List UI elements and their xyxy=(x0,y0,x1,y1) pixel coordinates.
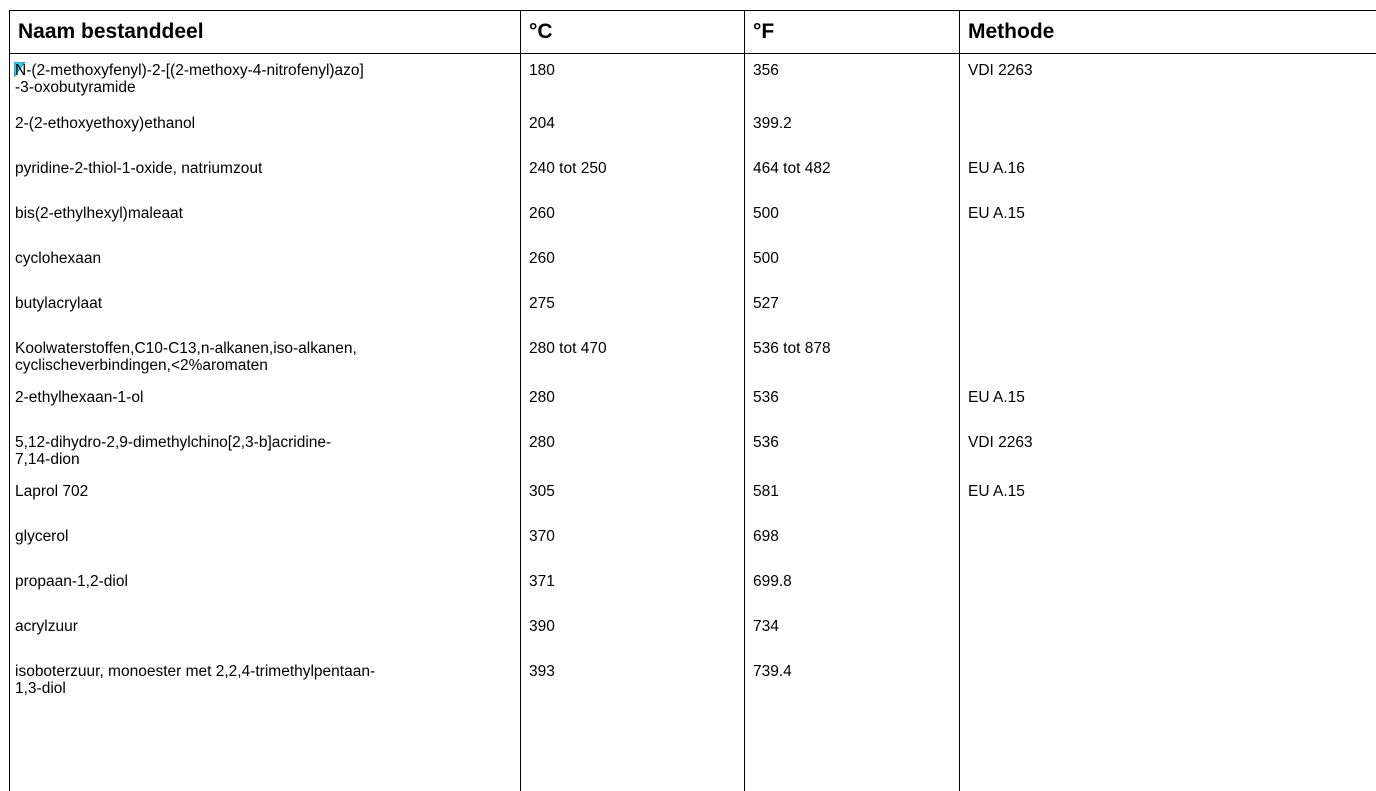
celsius-cell: 393 xyxy=(520,653,745,703)
fahrenheit-cell: 356 xyxy=(744,53,960,106)
table-row: Koolwaterstoffen,C10-C13,n-alkanen,iso-a… xyxy=(9,330,1376,380)
method-cell xyxy=(959,285,1376,331)
ingredient-name-text-line2: -3-oxobutyramide xyxy=(15,79,136,96)
ingredient-name-cell: propaan-1,2-diol xyxy=(9,563,521,609)
table-row: propaan-1,2-diol 371 699.8 xyxy=(9,563,1376,609)
table-row: acrylzuur 390 734 xyxy=(9,608,1376,654)
table-row: glycerol 370 698 xyxy=(9,518,1376,564)
fahrenheit-cell: 536 tot 878 xyxy=(744,330,960,380)
header-fahrenheit: °F xyxy=(744,10,960,54)
fahrenheit-cell: 581 xyxy=(744,473,960,519)
annotation-marker-icon[interactable]: N xyxy=(14,62,27,79)
celsius-cell: 260 xyxy=(520,240,745,286)
table-row: Laprol 702 305 581 EU A.15 xyxy=(9,473,1376,519)
document-page: Naam bestanddeel °C °F Methode N-(2-meth… xyxy=(9,10,1376,791)
fahrenheit-cell: 739.4 xyxy=(744,653,960,703)
header-method: Methode xyxy=(959,10,1376,54)
ingredient-name-cell: cyclohexaan xyxy=(9,240,521,286)
table-row: butylacrylaat 275 527 xyxy=(9,285,1376,331)
method-cell: EU A.15 xyxy=(959,473,1376,519)
method-cell: EU A.15 xyxy=(959,379,1376,425)
ingredient-name-cell: isoboterzuur, monoester met 2,2,4-trimet… xyxy=(9,653,521,703)
fahrenheit-cell: 536 xyxy=(744,424,960,474)
celsius-cell: 180 xyxy=(520,53,745,106)
method-cell: VDI 2263 xyxy=(959,53,1376,106)
celsius-cell: 275 xyxy=(520,285,745,331)
ingredient-name-cell: butylacrylaat xyxy=(9,285,521,331)
celsius-cell: 204 xyxy=(520,105,745,151)
method-cell: EU A.16 xyxy=(959,150,1376,196)
ingredient-name-text: 5,12-dihydro-2,9-dimethylchino[2,3-b]acr… xyxy=(15,433,332,451)
table-row: isoboterzuur, monoester met 2,2,4-trimet… xyxy=(9,653,1376,703)
fahrenheit-cell: 698 xyxy=(744,518,960,564)
table-row: 5,12-dihydro-2,9-dimethylchino[2,3-b]acr… xyxy=(9,424,1376,474)
ingredient-name-cell: Laprol 702 xyxy=(9,473,521,519)
ingredient-name-text-line2: 1,3-diol xyxy=(15,679,66,697)
fahrenheit-cell: 500 xyxy=(744,240,960,286)
table-row: pyridine-2-thiol-1-oxide, natriumzout 24… xyxy=(9,150,1376,196)
table-row: cyclohexaan 260 500 xyxy=(9,240,1376,286)
method-cell: EU A.15 xyxy=(959,195,1376,241)
fahrenheit-cell: 699.8 xyxy=(744,563,960,609)
method-cell xyxy=(959,240,1376,286)
ingredient-name-cell: 2-(2-ethoxyethoxy)ethanol xyxy=(9,105,521,151)
ingredient-name-first-char: N xyxy=(15,62,27,79)
celsius-cell: 280 tot 470 xyxy=(520,330,745,380)
fahrenheit-cell: 464 tot 482 xyxy=(744,150,960,196)
method-cell xyxy=(959,608,1376,654)
ingredient-name-cell: bis(2-ethylhexyl)maleaat xyxy=(9,195,521,241)
ingredient-name-text: Koolwaterstoffen,C10-C13,n-alkanen,iso-a… xyxy=(15,339,357,357)
celsius-cell: 240 tot 250 xyxy=(520,150,745,196)
method-cell xyxy=(959,563,1376,609)
ingredient-name-cell: N-(2-methoxyfenyl)-2-[(2-methoxy-4-nitro… xyxy=(9,53,521,106)
celsius-cell: 260 xyxy=(520,195,745,241)
ingredient-name-cell: glycerol xyxy=(9,518,521,564)
ingredient-name-text: isoboterzuur, monoester met 2,2,4-trimet… xyxy=(15,662,376,680)
celsius-cell: 280 xyxy=(520,379,745,425)
method-cell: VDI 2263 xyxy=(959,424,1376,474)
ingredient-name-text-line2: 7,14-dion xyxy=(15,450,80,468)
fahrenheit-cell: 399.2 xyxy=(744,105,960,151)
celsius-cell: 305 xyxy=(520,473,745,519)
fahrenheit-cell: 500 xyxy=(744,195,960,241)
celsius-cell: 370 xyxy=(520,518,745,564)
ingredient-name-text: -(2-methoxyfenyl)-2-[(2-methoxy-4-nitrof… xyxy=(26,62,364,79)
fahrenheit-cell: 734 xyxy=(744,608,960,654)
table-row: 2-ethylhexaan-1-ol 280 536 EU A.15 xyxy=(9,379,1376,425)
header-celsius: °C xyxy=(520,10,745,54)
fahrenheit-cell: 536 xyxy=(744,379,960,425)
ingredient-name-cell: Koolwaterstoffen,C10-C13,n-alkanen,iso-a… xyxy=(9,330,521,380)
header-ingredient-name: Naam bestanddeel xyxy=(9,10,521,54)
ingredient-name-cell: pyridine-2-thiol-1-oxide, natriumzout xyxy=(9,150,521,196)
celsius-cell: 390 xyxy=(520,608,745,654)
ingredient-name-text-line2: cyclischeverbindingen,<2%aromaten xyxy=(15,356,268,374)
table-row: 2-(2-ethoxyethoxy)ethanol 204 399.2 xyxy=(9,105,1376,151)
table-row: N-(2-methoxyfenyl)-2-[(2-methoxy-4-nitro… xyxy=(9,53,1376,106)
ingredient-name-cell: acrylzuur xyxy=(9,608,521,654)
table-row: bis(2-ethylhexyl)maleaat 260 500 EU A.15 xyxy=(9,195,1376,241)
table-header-row: Naam bestanddeel °C °F Methode xyxy=(9,10,1376,54)
ingredient-table: Naam bestanddeel °C °F Methode N-(2-meth… xyxy=(9,10,1376,703)
method-cell xyxy=(959,105,1376,151)
celsius-cell: 280 xyxy=(520,424,745,474)
fahrenheit-cell: 527 xyxy=(744,285,960,331)
method-cell xyxy=(959,330,1376,380)
ingredient-name-cell: 2-ethylhexaan-1-ol xyxy=(9,379,521,425)
method-cell xyxy=(959,653,1376,703)
method-cell xyxy=(959,518,1376,564)
ingredient-name-cell: 5,12-dihydro-2,9-dimethylchino[2,3-b]acr… xyxy=(9,424,521,474)
celsius-cell: 371 xyxy=(520,563,745,609)
